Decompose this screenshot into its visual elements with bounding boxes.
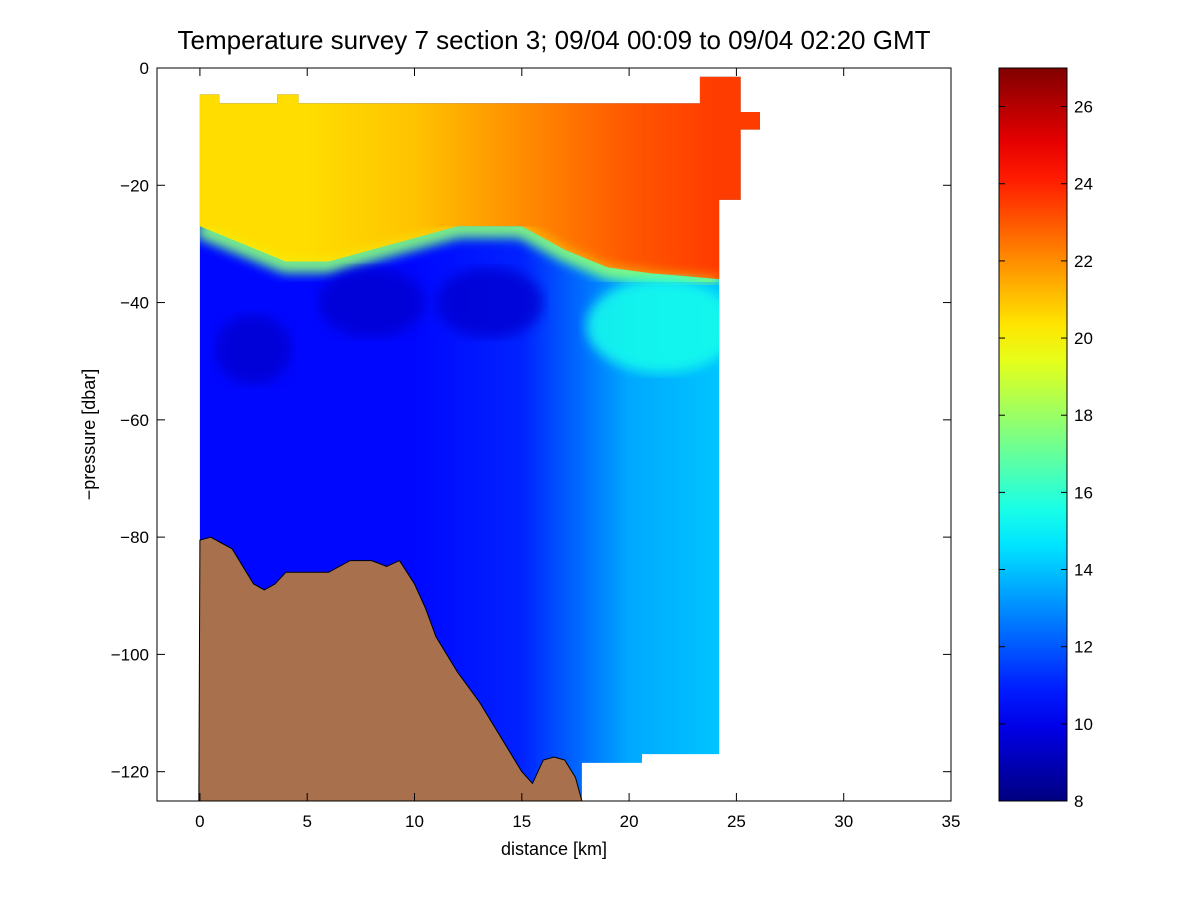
colorbar-scale	[998, 67, 1068, 802]
x-tick-label: 20	[620, 812, 639, 831]
y-axis-label: −pressure [dbar]	[79, 369, 99, 501]
colorbar-tick-label: 8	[1074, 792, 1083, 811]
x-tick-label: 15	[512, 812, 531, 831]
y-tick-label: −40	[120, 294, 149, 313]
colorbar-tick-label: 22	[1074, 252, 1093, 271]
colorbar-tick-label: 24	[1074, 175, 1093, 194]
y-tick-label: −20	[120, 176, 149, 195]
cold-core	[214, 314, 293, 385]
x-tick-label: 0	[195, 812, 204, 831]
x-tick-label: 30	[834, 812, 853, 831]
y-tick-label: −120	[111, 763, 149, 782]
upper-layer	[199, 76, 760, 280]
y-tick-label: −80	[120, 528, 149, 547]
colorbar-ticks: 8 10 12 14 16 18 20 22 24 26	[999, 98, 1093, 811]
x-tick-label: 5	[302, 812, 311, 831]
y-tick-label: 0	[140, 59, 149, 78]
x-axis-label: distance [km]	[501, 839, 607, 859]
bathymetry-seafloor	[198, 536, 583, 801]
x-tick-label: 25	[727, 812, 746, 831]
colorbar-tick-label: 14	[1074, 561, 1093, 580]
axes-frame	[156, 67, 952, 802]
thermocline-edge	[199, 226, 720, 286]
y-axis: 0 −20 −40 −60 −80 −100 −120	[111, 59, 951, 782]
plot-area	[198, 76, 760, 801]
x-axis: 0 5 10 15 20 25 30 35	[195, 68, 960, 831]
x-tick-label: 10	[405, 812, 424, 831]
warm-intrusion	[586, 279, 737, 373]
colorbar-tick-label: 26	[1074, 98, 1093, 117]
colorbar-tick-label: 12	[1074, 638, 1093, 657]
cold-core	[435, 267, 544, 338]
x-tick-label: 35	[942, 812, 961, 831]
y-tick-label: −100	[111, 645, 149, 664]
chart-title: Temperature survey 7 section 3; 09/04 00…	[178, 25, 931, 55]
colorbar-tick-label: 18	[1074, 406, 1093, 425]
colorbar-tick-label: 20	[1074, 329, 1093, 348]
colorbar: 8 10 12 14 16 18 20 22 24 26	[998, 67, 1093, 811]
cold-core	[317, 267, 426, 338]
colorbar-tick-label: 16	[1074, 483, 1093, 502]
colorbar-tick-label: 10	[1074, 715, 1093, 734]
y-tick-label: −60	[120, 411, 149, 430]
